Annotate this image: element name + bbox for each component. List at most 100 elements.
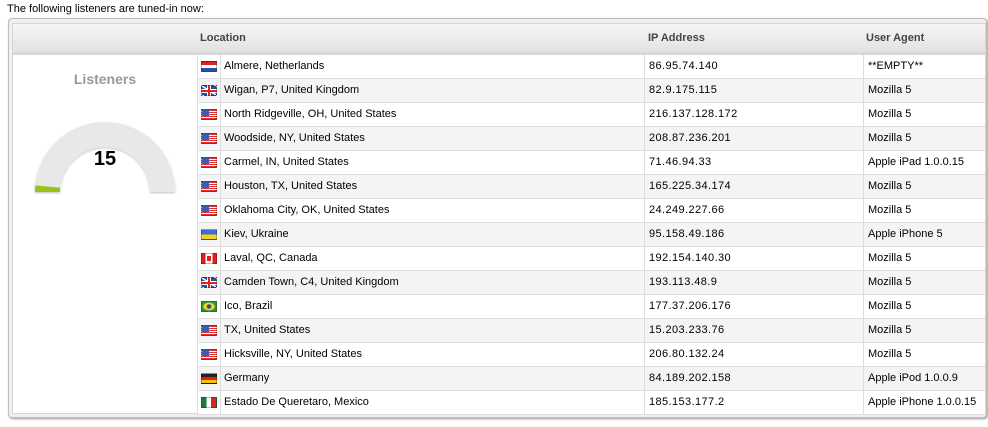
ip-cell: 165.225.34.174 bbox=[644, 175, 863, 198]
ip-cell: 84.189.202.158 bbox=[644, 367, 863, 390]
table-row[interactable]: Germany 84.189.202.158 Apple iPod 1.0.0.… bbox=[197, 367, 985, 391]
ip-cell: 206.80.132.24 bbox=[644, 343, 863, 366]
location-cell: Camden Town, C4, United Kingdom bbox=[220, 271, 644, 294]
flag-mx-icon bbox=[201, 397, 217, 408]
flag-us-icon bbox=[201, 205, 217, 216]
flag-ua-icon bbox=[201, 229, 217, 240]
flag-gb-icon bbox=[201, 277, 217, 288]
location-cell: North Ridgeville, OH, United States bbox=[220, 103, 644, 126]
table-row[interactable]: Oklahoma City, OK, United States 24.249.… bbox=[197, 199, 985, 223]
location-cell: Laval, QC, Canada bbox=[220, 247, 644, 270]
ip-cell: 185.153.177.2 bbox=[644, 391, 863, 414]
flag-us-icon bbox=[201, 109, 217, 120]
ip-cell: 15.203.233.76 bbox=[644, 319, 863, 342]
flag-cell bbox=[197, 199, 220, 222]
flag-br-icon bbox=[201, 301, 217, 312]
location-cell: Oklahoma City, OK, United States bbox=[220, 199, 644, 222]
agent-cell: **EMPTY** bbox=[863, 55, 985, 78]
table-row[interactable]: Ico, Brazil 177.37.206.176 Mozilla 5 bbox=[197, 295, 985, 319]
flag-cell bbox=[197, 295, 220, 318]
table-row[interactable]: Wigan, P7, United Kingdom 82.9.175.115 M… bbox=[197, 79, 985, 103]
location-cell: Almere, Netherlands bbox=[220, 55, 644, 78]
agent-cell: Apple iPhone 1.0.0.15 bbox=[863, 391, 985, 414]
flag-cell bbox=[197, 367, 220, 390]
agent-cell: Mozilla 5 bbox=[863, 343, 985, 366]
agent-cell: Mozilla 5 bbox=[863, 79, 985, 102]
flag-cell bbox=[197, 319, 220, 342]
location-cell: Kiev, Ukraine bbox=[220, 223, 644, 246]
agent-cell: Mozilla 5 bbox=[863, 127, 985, 150]
flag-gb-icon bbox=[201, 85, 217, 96]
table-row[interactable]: Laval, QC, Canada 192.154.140.30 Mozilla… bbox=[197, 247, 985, 271]
agent-cell: Mozilla 5 bbox=[863, 247, 985, 270]
agent-cell: Mozilla 5 bbox=[863, 295, 985, 318]
intro-text: The following listeners are tuned-in now… bbox=[7, 3, 204, 15]
table-row[interactable]: Kiev, Ukraine 95.158.49.186 Apple iPhone… bbox=[197, 223, 985, 247]
agent-cell: Mozilla 5 bbox=[863, 319, 985, 342]
agent-cell: Mozilla 5 bbox=[863, 103, 985, 126]
gauge-value: 15 bbox=[93, 148, 117, 170]
ip-cell: 86.95.74.140 bbox=[644, 55, 863, 78]
listeners-gauge: Listeners 15 bbox=[13, 55, 197, 415]
flag-ca-icon bbox=[201, 253, 217, 264]
flag-cell bbox=[197, 79, 220, 102]
table-row[interactable]: Carmel, IN, United States 71.46.94.33 Ap… bbox=[197, 151, 985, 175]
table-row[interactable]: Estado De Queretaro, Mexico 185.153.177.… bbox=[197, 391, 985, 415]
location-cell: Germany bbox=[220, 367, 644, 390]
flag-de-icon bbox=[201, 373, 217, 384]
gauge-track bbox=[35, 122, 175, 192]
agent-cell: Apple iPod 1.0.0.9 bbox=[863, 367, 985, 390]
table-row[interactable]: North Ridgeville, OH, United States 216.… bbox=[197, 103, 985, 127]
flag-cell bbox=[197, 127, 220, 150]
agent-cell: Apple iPad 1.0.0.15 bbox=[863, 151, 985, 174]
listeners-table: Location IP Address User Agent Listeners… bbox=[12, 23, 986, 415]
location-cell: Hicksville, NY, United States bbox=[220, 343, 644, 366]
flag-us-icon bbox=[201, 325, 217, 336]
agent-cell: Apple iPhone 5 bbox=[863, 223, 985, 246]
location-cell: Woodside, NY, United States bbox=[220, 127, 644, 150]
flag-cell bbox=[197, 151, 220, 174]
location-cell: Wigan, P7, United Kingdom bbox=[220, 79, 644, 102]
flag-cell bbox=[197, 247, 220, 270]
agent-cell: Mozilla 5 bbox=[863, 175, 985, 198]
flag-us-icon bbox=[201, 181, 217, 192]
location-cell: TX, United States bbox=[220, 319, 644, 342]
location-cell: Estado De Queretaro, Mexico bbox=[220, 391, 644, 414]
ip-cell: 216.137.128.172 bbox=[644, 103, 863, 126]
table-row[interactable]: Woodside, NY, United States 208.87.236.2… bbox=[197, 127, 985, 151]
table-row[interactable]: Houston, TX, United States 165.225.34.17… bbox=[197, 175, 985, 199]
gauge-fill bbox=[35, 185, 61, 192]
ip-cell: 208.87.236.201 bbox=[644, 127, 863, 150]
flag-cell bbox=[197, 103, 220, 126]
ip-cell: 24.249.227.66 bbox=[644, 199, 863, 222]
agent-cell: Mozilla 5 bbox=[863, 271, 985, 294]
table-header: Location IP Address User Agent bbox=[13, 24, 985, 55]
flag-us-icon bbox=[201, 349, 217, 360]
flag-cell bbox=[197, 223, 220, 246]
ip-cell: 71.46.94.33 bbox=[644, 151, 863, 174]
ip-cell: 192.154.140.30 bbox=[644, 247, 863, 270]
ip-cell: 177.37.206.176 bbox=[644, 295, 863, 318]
column-header-location[interactable]: Location bbox=[200, 32, 246, 44]
location-cell: Ico, Brazil bbox=[220, 295, 644, 318]
flag-us-icon bbox=[201, 133, 217, 144]
ip-cell: 95.158.49.186 bbox=[644, 223, 863, 246]
listeners-panel: Location IP Address User Agent Listeners… bbox=[8, 18, 987, 418]
column-header-ip[interactable]: IP Address bbox=[648, 32, 705, 44]
ip-cell: 193.113.48.9 bbox=[644, 271, 863, 294]
table-body: Almere, Netherlands 86.95.74.140 **EMPTY… bbox=[197, 55, 985, 415]
table-row[interactable]: Almere, Netherlands 86.95.74.140 **EMPTY… bbox=[197, 55, 985, 79]
table-row[interactable]: TX, United States 15.203.233.76 Mozilla … bbox=[197, 319, 985, 343]
ip-cell: 82.9.175.115 bbox=[644, 79, 863, 102]
flag-cell bbox=[197, 175, 220, 198]
column-header-agent[interactable]: User Agent bbox=[866, 32, 925, 44]
table-row[interactable]: Hicksville, NY, United States 206.80.132… bbox=[197, 343, 985, 367]
gauge-arc bbox=[35, 122, 175, 192]
location-cell: Houston, TX, United States bbox=[220, 175, 644, 198]
flag-nl-icon bbox=[201, 61, 217, 72]
gauge-title: Listeners bbox=[73, 71, 137, 87]
flag-cell bbox=[197, 55, 220, 78]
table-row[interactable]: Camden Town, C4, United Kingdom 193.113.… bbox=[197, 271, 985, 295]
agent-cell: Mozilla 5 bbox=[863, 199, 985, 222]
flag-cell bbox=[197, 343, 220, 366]
